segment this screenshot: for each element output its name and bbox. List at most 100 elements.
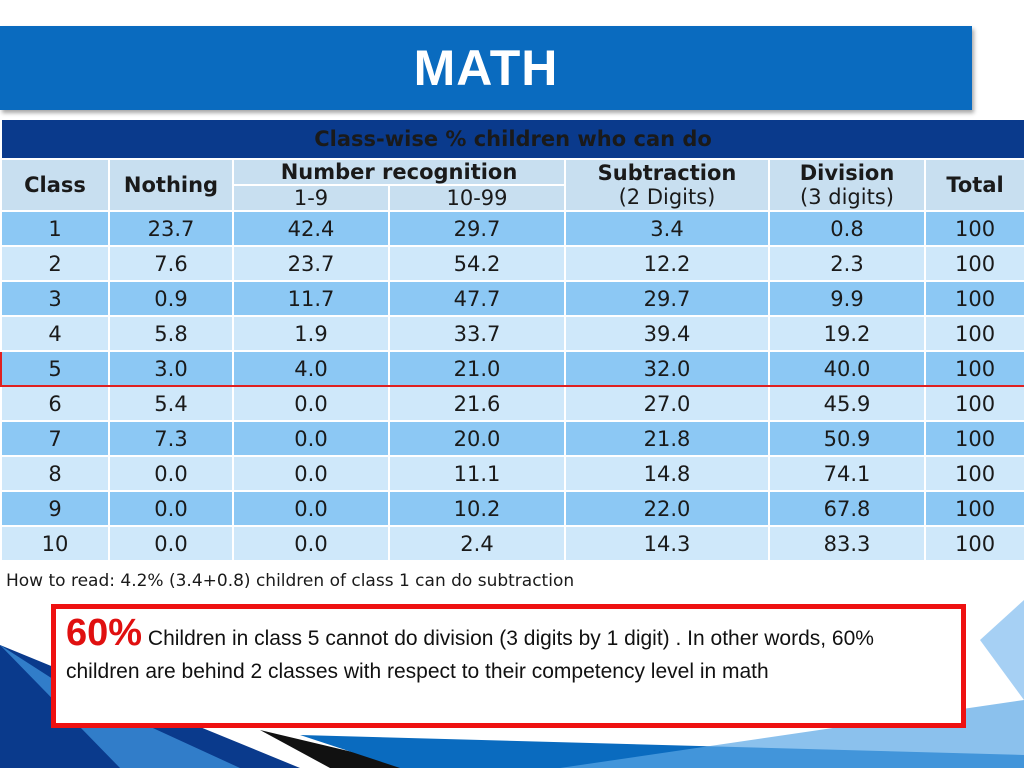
cell-nothing: 7.3 bbox=[108, 420, 234, 457]
table-row: 6 5.4 0.0 21.6 27.0 45.9 100 bbox=[0, 385, 1024, 422]
cell-nothing: 5.4 bbox=[108, 385, 234, 422]
cell-total: 100 bbox=[923, 455, 1024, 492]
table-row: 10 0.0 0.0 2.4 14.3 83.3 100 bbox=[0, 525, 1024, 562]
cell-nr-1-9: 23.7 bbox=[232, 245, 390, 282]
cell-total: 100 bbox=[923, 280, 1024, 317]
cell-division: 2.3 bbox=[768, 245, 926, 282]
cell-nr-10-99: 20.0 bbox=[388, 420, 566, 457]
how-to-read-note: How to read: 4.2% (3.4+0.8) children of … bbox=[6, 571, 575, 591]
cell-nr-1-9: 0.0 bbox=[232, 385, 390, 422]
cell-division: 45.9 bbox=[768, 385, 926, 422]
cell-class: 8 bbox=[0, 455, 110, 492]
cell-subtraction: 12.2 bbox=[564, 245, 770, 282]
header-division-sub: (3 digits) bbox=[800, 185, 894, 209]
cell-division: 0.8 bbox=[768, 210, 926, 247]
cell-total: 100 bbox=[923, 350, 1024, 387]
cell-total: 100 bbox=[923, 385, 1024, 422]
callout-box: 60% Children in class 5 cannot do divisi… bbox=[51, 604, 966, 728]
cell-total: 100 bbox=[923, 525, 1024, 562]
cell-nr-10-99: 11.1 bbox=[388, 455, 566, 492]
header-division: Division (3 digits) bbox=[768, 158, 926, 212]
header-subtraction-title: Subtraction bbox=[597, 161, 737, 185]
table-header-row: Class Nothing Number recognition Subtrac… bbox=[0, 158, 1024, 212]
cell-class: 6 bbox=[0, 385, 110, 422]
header-nr-10-99: 10-99 bbox=[388, 184, 566, 212]
cell-nothing: 0.0 bbox=[108, 490, 234, 527]
cell-nr-1-9: 42.4 bbox=[232, 210, 390, 247]
header-division-title: Division bbox=[799, 161, 895, 185]
table-subheader-row: 1-9 10-99 bbox=[1, 184, 1024, 212]
cell-class: 10 bbox=[0, 525, 110, 562]
cell-nr-10-99: 33.7 bbox=[388, 315, 566, 352]
cell-nr-1-9: 4.0 bbox=[232, 350, 390, 387]
swoosh-left-light bbox=[0, 645, 240, 768]
cell-nothing: 5.8 bbox=[108, 315, 234, 352]
cell-nr-1-9: 1.9 bbox=[232, 315, 390, 352]
table-row: 8 0.0 0.0 11.1 14.8 74.1 100 bbox=[0, 455, 1024, 492]
header-nr-1-9: 1-9 bbox=[232, 184, 390, 212]
cell-subtraction: 3.4 bbox=[564, 210, 770, 247]
cell-subtraction: 21.8 bbox=[564, 420, 770, 457]
table-caption: Class-wise % children who can do bbox=[0, 118, 1024, 160]
cell-nr-10-99: 10.2 bbox=[388, 490, 566, 527]
cell-division: 40.0 bbox=[768, 350, 926, 387]
callout-body: Children in class 5 cannot do division (… bbox=[66, 627, 874, 683]
cell-subtraction: 14.8 bbox=[564, 455, 770, 492]
cell-nr-10-99: 47.7 bbox=[388, 280, 566, 317]
header-class: Class bbox=[0, 158, 110, 212]
cell-subtraction: 32.0 bbox=[564, 350, 770, 387]
swoosh-right-edge bbox=[980, 600, 1024, 700]
header-number-recognition: Number recognition bbox=[232, 158, 566, 186]
header-subtraction-sub: (2 Digits) bbox=[618, 185, 716, 209]
cell-nr-1-9: 0.0 bbox=[232, 420, 390, 457]
slide-title: MATH bbox=[413, 40, 559, 96]
header-nothing: Nothing bbox=[108, 158, 234, 212]
cell-nothing: 0.0 bbox=[108, 455, 234, 492]
math-stats-table: Class-wise % children who can do Class N… bbox=[0, 118, 1024, 562]
cell-class: 5 bbox=[0, 350, 110, 387]
cell-nothing: 0.0 bbox=[108, 525, 234, 562]
title-banner: MATH bbox=[0, 26, 972, 110]
cell-division: 67.8 bbox=[768, 490, 926, 527]
cell-division: 50.9 bbox=[768, 420, 926, 457]
cell-nothing: 0.9 bbox=[108, 280, 234, 317]
callout-text-block: 60% Children in class 5 cannot do divisi… bbox=[66, 614, 951, 688]
table-caption-row: Class-wise % children who can do bbox=[0, 118, 1024, 160]
cell-class: 7 bbox=[0, 420, 110, 457]
cell-total: 100 bbox=[923, 490, 1024, 527]
table-body: 1 23.7 42.4 29.7 3.4 0.8 100 2 7.6 23.7 54.2 12.2 2.… bbox=[0, 210, 1024, 562]
cell-nr-10-99: 54.2 bbox=[388, 245, 566, 282]
cell-nothing: 23.7 bbox=[108, 210, 234, 247]
stats-table-container: Class-wise % children who can do Class N… bbox=[0, 118, 1024, 562]
cell-nothing: 7.6 bbox=[108, 245, 234, 282]
cell-division: 19.2 bbox=[768, 315, 926, 352]
table-row: 1 23.7 42.4 29.7 3.4 0.8 100 bbox=[0, 210, 1024, 247]
cell-subtraction: 14.3 bbox=[564, 525, 770, 562]
header-subtraction: Subtraction (2 Digits) bbox=[564, 158, 770, 212]
cell-subtraction: 27.0 bbox=[564, 385, 770, 422]
cell-nothing: 3.0 bbox=[108, 350, 234, 387]
callout-percent: 60% bbox=[66, 612, 143, 654]
table-row: 3 0.9 11.7 47.7 29.7 9.9 100 bbox=[0, 280, 1024, 317]
cell-nr-1-9: 0.0 bbox=[232, 455, 390, 492]
cell-nr-10-99: 21.0 bbox=[388, 350, 566, 387]
cell-nr-1-9: 0.0 bbox=[232, 490, 390, 527]
cell-nr-10-99: 21.6 bbox=[388, 385, 566, 422]
cell-total: 100 bbox=[923, 420, 1024, 457]
cell-class: 2 bbox=[0, 245, 110, 282]
cell-division: 9.9 bbox=[768, 280, 926, 317]
cell-class: 3 bbox=[0, 280, 110, 317]
cell-total: 100 bbox=[923, 315, 1024, 352]
header-total: Total bbox=[923, 158, 1024, 212]
cell-nr-10-99: 2.4 bbox=[388, 525, 566, 562]
cell-class: 1 bbox=[0, 210, 110, 247]
cell-nr-1-9: 0.0 bbox=[232, 525, 390, 562]
cell-total: 100 bbox=[923, 245, 1024, 282]
cell-total: 100 bbox=[923, 210, 1024, 247]
table-row: 5 3.0 4.0 21.0 32.0 40.0 100 bbox=[0, 350, 1024, 387]
cell-class: 4 bbox=[0, 315, 110, 352]
cell-nr-1-9: 11.7 bbox=[232, 280, 390, 317]
table-row: 9 0.0 0.0 10.2 22.0 67.8 100 bbox=[0, 490, 1024, 527]
table-row: 7 7.3 0.0 20.0 21.8 50.9 100 bbox=[0, 420, 1024, 457]
table-row: 4 5.8 1.9 33.7 39.4 19.2 100 bbox=[0, 315, 1024, 352]
